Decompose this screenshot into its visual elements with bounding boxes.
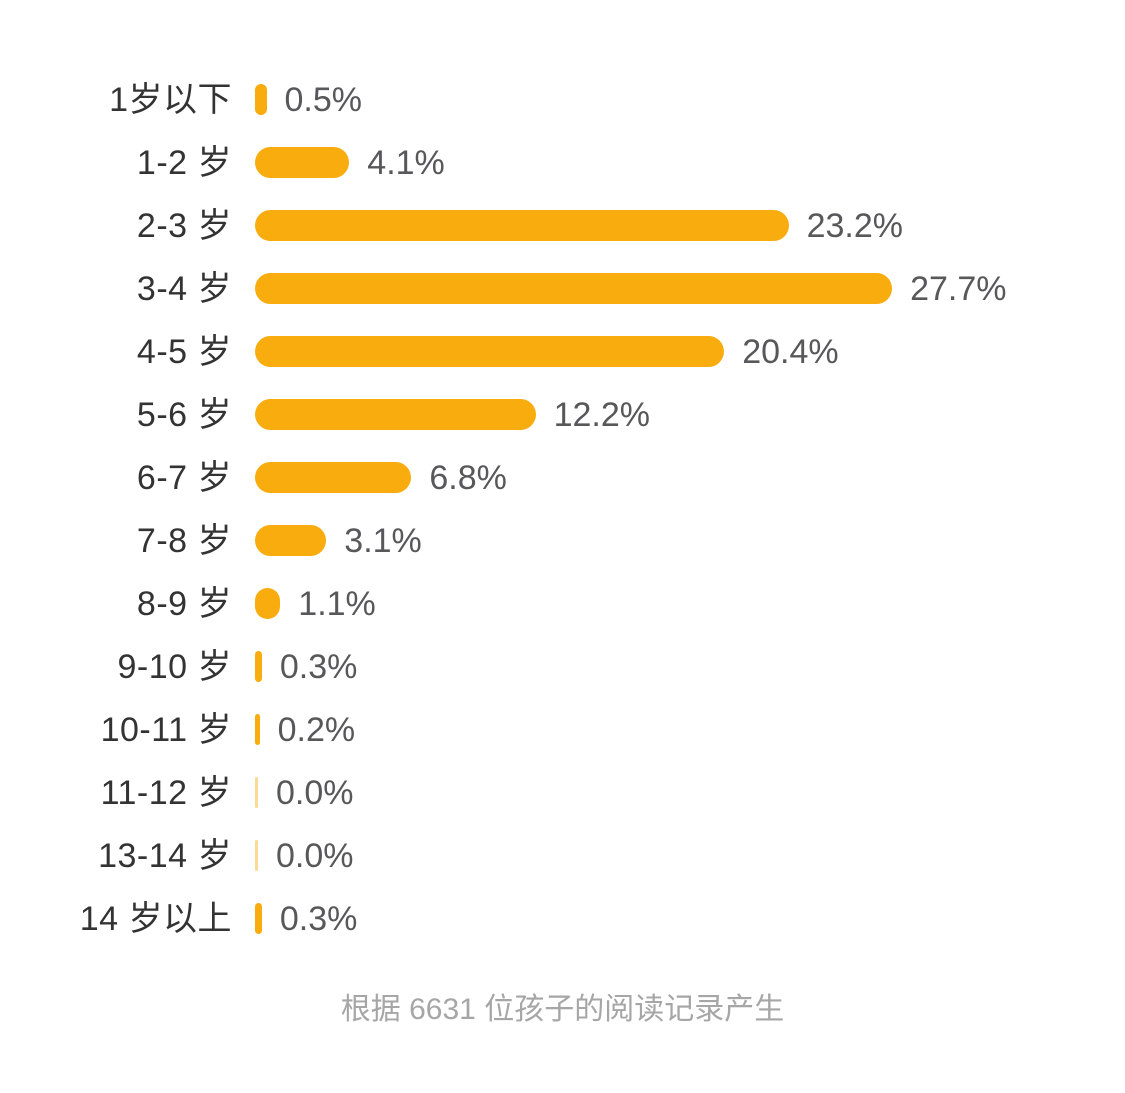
bar-track: 20.4% xyxy=(255,335,1125,369)
footnote: 根据 6631 位孩子的阅读记录产生 xyxy=(340,993,785,1026)
chart-row: 5-6 岁 12.2% xyxy=(0,383,1125,446)
category-label: 13-14 岁 xyxy=(98,836,232,875)
bar xyxy=(255,714,260,745)
category-label: 10-11 岁 xyxy=(100,710,232,749)
bar-track: 12.2% xyxy=(255,398,1125,432)
category-label: 11-12 岁 xyxy=(100,773,232,812)
category-label: 9-10 岁 xyxy=(117,647,232,686)
bar xyxy=(255,525,327,556)
value-label: 23.2% xyxy=(806,206,903,245)
bar-track: 0.0% xyxy=(255,839,1125,873)
bar xyxy=(255,462,412,493)
chart-row: 6-7 岁 6.8% xyxy=(0,446,1125,509)
category-label: 3-4 岁 xyxy=(136,269,232,308)
bar xyxy=(255,273,893,304)
chart-row: 2-3 岁 23.2% xyxy=(0,194,1125,257)
bar-track: 6.8% xyxy=(255,461,1125,495)
bar xyxy=(255,777,258,808)
bar xyxy=(255,840,258,871)
value-label: 0.3% xyxy=(279,899,358,938)
value-label: 0.0% xyxy=(276,773,354,812)
bar-track: 0.0% xyxy=(255,776,1125,810)
bar-track: 27.7% xyxy=(255,272,1125,306)
chart-row: 10-11 岁 0.2% xyxy=(0,698,1125,761)
category-label: 1岁以下 xyxy=(109,80,232,119)
bar xyxy=(255,210,789,241)
category-label: 8-9 岁 xyxy=(136,584,232,623)
value-label: 0.2% xyxy=(277,710,356,749)
category-label: 5-6 岁 xyxy=(136,395,232,434)
value-label: 0.0% xyxy=(276,836,354,875)
category-label: 14 岁以上 xyxy=(79,899,232,938)
chart-row: 14 岁以上 0.3% xyxy=(0,887,1125,950)
chart-row: 9-10 岁 0.3% xyxy=(0,635,1125,698)
bar-track: 1.1% xyxy=(255,587,1125,621)
age-distribution-chart: 1岁以下 0.5% 1-2 岁 4.1% 2-3 岁 23.2% 3-4 岁 27.7% 4-5… xyxy=(0,68,1125,1027)
chart-row: 13-14 岁 0.0% xyxy=(0,824,1125,887)
chart-rows: 1岁以下 0.5% 1-2 岁 4.1% 2-3 岁 23.2% 3-4 岁 27.7% 4-5… xyxy=(0,68,1125,950)
value-label: 20.4% xyxy=(742,332,839,371)
chart-row: 7-8 岁 3.1% xyxy=(0,509,1125,572)
bar xyxy=(255,84,267,115)
bar xyxy=(255,147,350,178)
bar-track: 0.3% xyxy=(255,650,1125,684)
bar xyxy=(255,651,262,682)
category-label: 4-5 岁 xyxy=(136,332,232,371)
value-label: 6.8% xyxy=(429,458,507,497)
chart-row: 8-9 岁 1.1% xyxy=(0,572,1125,635)
chart-row: 11-12 岁 0.0% xyxy=(0,761,1125,824)
value-label: 27.7% xyxy=(910,269,1007,308)
value-label: 0.5% xyxy=(284,80,363,119)
value-label: 1.1% xyxy=(298,584,376,623)
value-label: 0.3% xyxy=(279,647,358,686)
bar xyxy=(255,588,281,619)
bar-track: 3.1% xyxy=(255,524,1125,558)
bar-track: 23.2% xyxy=(255,209,1125,243)
bar-track: 0.3% xyxy=(255,902,1125,936)
chart-row: 1-2 岁 4.1% xyxy=(0,131,1125,194)
value-label: 3.1% xyxy=(344,521,422,560)
chart-row: 3-4 岁 27.7% xyxy=(0,257,1125,320)
chart-row: 4-5 岁 20.4% xyxy=(0,320,1125,383)
chart-row: 1岁以下 0.5% xyxy=(0,68,1125,131)
bar-track: 0.5% xyxy=(255,83,1125,117)
category-label: 2-3 岁 xyxy=(136,206,232,245)
category-label: 1-2 岁 xyxy=(136,143,232,182)
category-label: 6-7 岁 xyxy=(136,458,232,497)
value-label: 4.1% xyxy=(367,143,445,182)
bar-track: 0.2% xyxy=(255,713,1125,747)
value-label: 12.2% xyxy=(553,395,650,434)
bar xyxy=(255,399,536,430)
category-label: 7-8 岁 xyxy=(136,521,232,560)
bar xyxy=(255,336,725,367)
bar xyxy=(255,903,262,934)
bar-track: 4.1% xyxy=(255,146,1125,180)
